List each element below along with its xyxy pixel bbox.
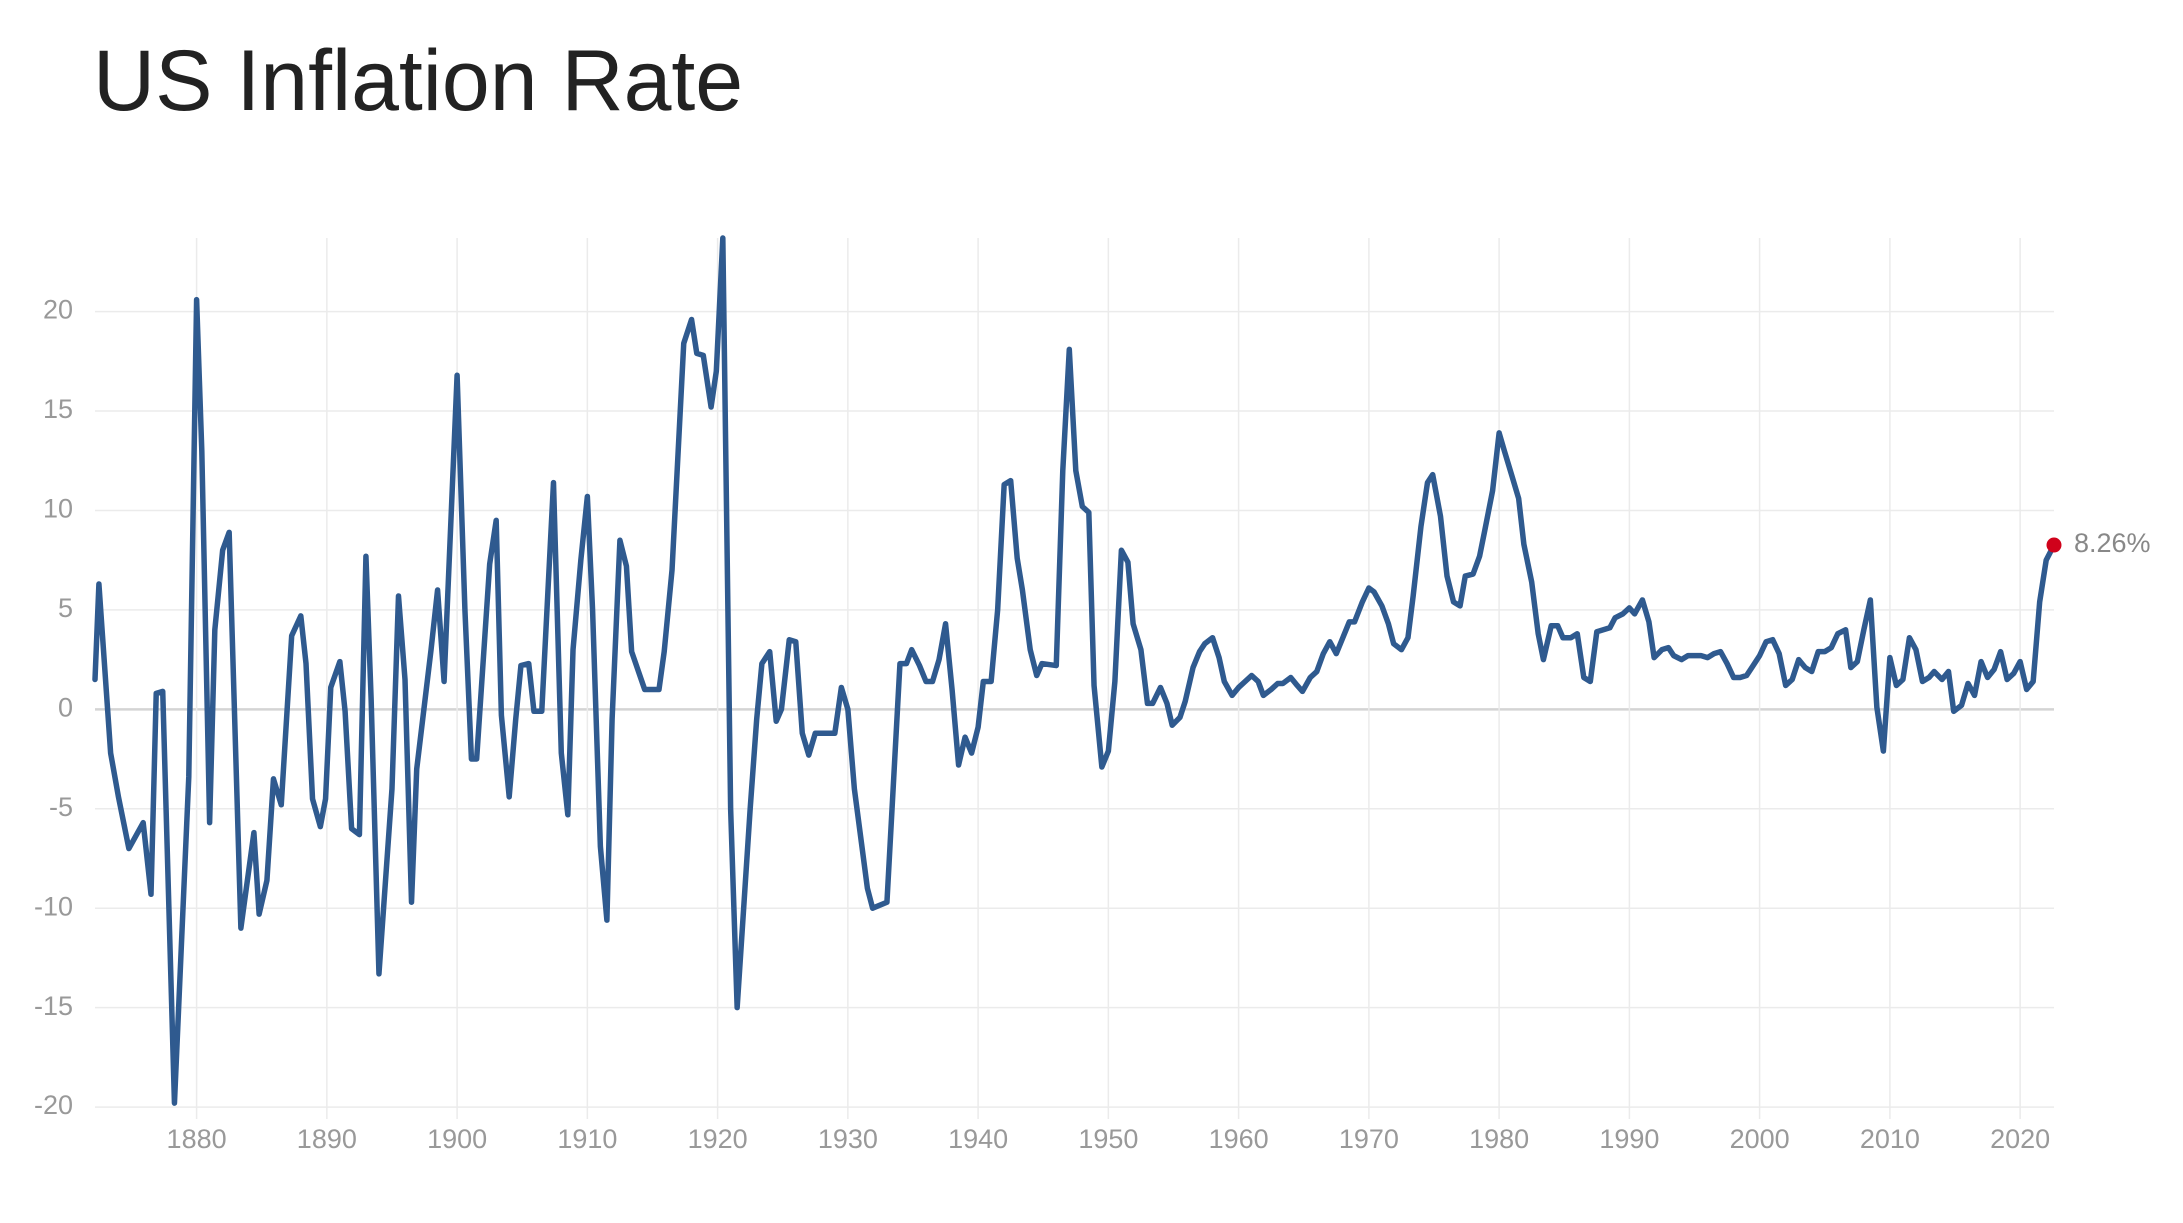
x-tick-label: 1880 <box>167 1124 227 1154</box>
x-tick-label: 1910 <box>557 1124 617 1154</box>
y-tick-label: 15 <box>43 394 73 424</box>
y-tick-label: 0 <box>58 692 73 722</box>
end-label: 8.26% <box>2074 528 2151 558</box>
y-tick-label: -5 <box>49 792 73 822</box>
chart-title: US Inflation Rate <box>93 33 743 129</box>
y-tick-label: -10 <box>34 891 73 921</box>
y-tick-label: 10 <box>43 494 73 524</box>
x-tick-label: 1900 <box>427 1124 487 1154</box>
x-tick-label: 1950 <box>1078 1124 1138 1154</box>
end-marker <box>2046 537 2062 553</box>
y-tick-label: 20 <box>43 295 73 325</box>
y-tick-label: -20 <box>34 1090 73 1120</box>
y-tick-label: 5 <box>58 593 73 623</box>
y-tick-label: -15 <box>34 991 73 1021</box>
x-tick-label: 2000 <box>1730 1124 1790 1154</box>
x-tick-label: 1930 <box>818 1124 878 1154</box>
data-line <box>92 235 2057 1106</box>
x-tick-label: 1980 <box>1469 1124 1529 1154</box>
x-tick-label: 1970 <box>1339 1124 1399 1154</box>
x-tick-label: 1940 <box>948 1124 1008 1154</box>
x-tick-label: 1890 <box>297 1124 357 1154</box>
x-tick-label: 1960 <box>1209 1124 1269 1154</box>
x-tick-label: 2010 <box>1860 1124 1920 1154</box>
x-tick-label: 1920 <box>688 1124 748 1154</box>
x-tick-label: 1990 <box>1599 1124 1659 1154</box>
x-tick-label: 2020 <box>1990 1124 2050 1154</box>
